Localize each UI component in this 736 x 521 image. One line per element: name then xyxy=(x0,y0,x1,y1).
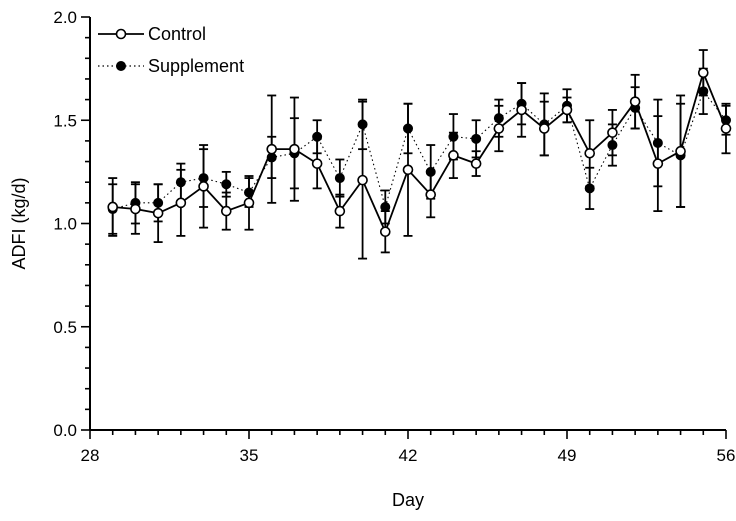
x-tick-label: 28 xyxy=(81,446,100,465)
data-point xyxy=(380,201,391,212)
data-point xyxy=(175,197,187,209)
x-tick-label: 56 xyxy=(717,446,736,465)
data-point xyxy=(561,104,573,116)
data-point xyxy=(471,133,482,144)
data-point xyxy=(243,197,255,209)
data-point xyxy=(493,123,505,134)
data-point xyxy=(289,143,300,155)
data-point xyxy=(334,205,346,217)
data-point xyxy=(697,67,709,79)
y-tick-label: 1.0 xyxy=(53,215,77,234)
data-point xyxy=(448,150,459,161)
x-axis-title: Day xyxy=(392,490,424,510)
series-line xyxy=(112,70,727,235)
data-point xyxy=(516,104,527,116)
data-point xyxy=(357,174,368,186)
x-tick-label: 49 xyxy=(558,446,577,465)
data-point xyxy=(334,173,345,184)
data-point xyxy=(538,123,550,134)
data-point xyxy=(675,145,686,157)
legend-marker-supplement xyxy=(116,61,126,71)
legend-label-control: Control xyxy=(148,24,206,44)
series-supplement xyxy=(107,67,731,235)
data-point xyxy=(379,226,391,238)
series-layer xyxy=(107,49,732,260)
data-point xyxy=(584,147,596,159)
axis-tick-labels: 28 35 42 49 56 0.0 0.5 1.0 1.5 2.0 xyxy=(53,8,735,465)
data-point xyxy=(470,158,482,169)
data-point xyxy=(130,203,141,215)
y-tick-label: 0.0 xyxy=(53,421,77,440)
x-tick-label: 42 xyxy=(399,446,418,465)
y-tick-label: 1.5 xyxy=(53,111,77,130)
y-axis-title: ADFI (kg/d) xyxy=(9,177,29,269)
y-tick-label: 2.0 xyxy=(53,8,77,27)
data-point xyxy=(720,123,732,134)
legend: Control Supplement xyxy=(98,24,244,76)
data-point xyxy=(629,96,641,107)
data-point xyxy=(220,205,232,217)
legend-marker-control xyxy=(115,28,127,40)
data-point xyxy=(198,181,209,192)
series-control xyxy=(107,49,732,260)
legend-label-supplement: Supplement xyxy=(148,56,244,76)
data-point xyxy=(152,207,164,219)
data-point xyxy=(607,127,618,138)
x-tick-label: 35 xyxy=(240,446,259,465)
data-point xyxy=(266,143,278,155)
axis-ticks xyxy=(81,16,727,439)
series-line xyxy=(112,90,727,210)
data-point xyxy=(107,201,119,213)
data-point xyxy=(402,164,414,176)
data-point xyxy=(425,189,437,200)
data-point xyxy=(311,158,323,169)
y-tick-label: 0.5 xyxy=(53,318,77,337)
data-point xyxy=(221,179,232,190)
data-point xyxy=(652,158,664,169)
